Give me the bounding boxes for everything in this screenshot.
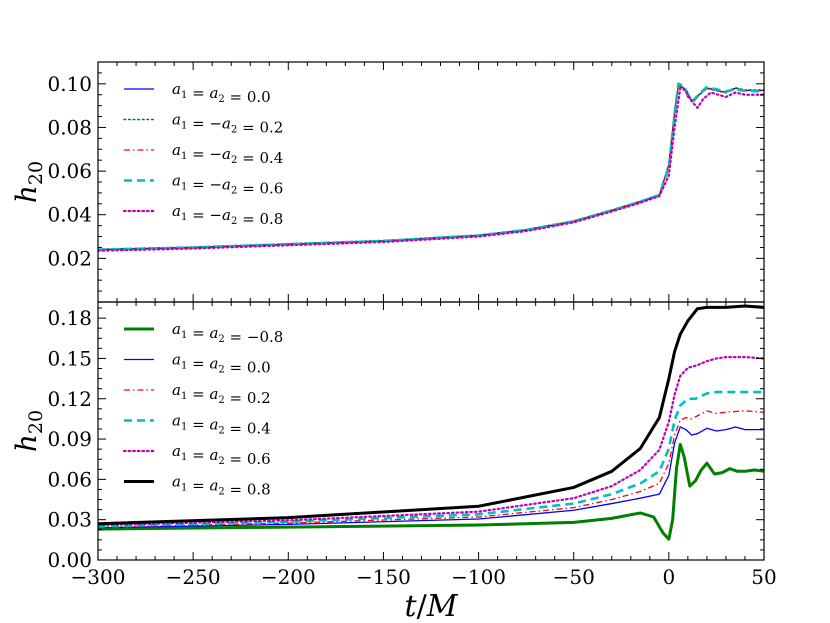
x-tick-label: −50 — [553, 565, 595, 589]
series-line-bottom-0 — [98, 442, 764, 541]
x-tick-label: −200 — [261, 565, 316, 589]
y-tick-label: 0.10 — [47, 72, 92, 96]
series-line-bottom-5 — [98, 304, 764, 526]
y-tick-label: 0.08 — [47, 115, 92, 139]
legend-label: a1 = −a2 = 0.6 — [172, 172, 283, 198]
legend-label: a1 = a2 = 0.8 — [172, 473, 271, 499]
x-tick-label: 0 — [662, 565, 675, 589]
y-tick-label: 0.04 — [47, 203, 92, 227]
y-tick-label: 0.03 — [47, 508, 92, 532]
y-tick-label: 0.02 — [47, 246, 92, 270]
y-tick-label: 0.06 — [47, 467, 92, 491]
legend-label: a1 = a2 = 0.0 — [172, 351, 271, 377]
series-line-bottom-3 — [98, 390, 764, 528]
series-line-top-2 — [98, 85, 764, 251]
x-axis-title-text: t/M — [405, 589, 459, 623]
y-axis-title: h20 — [10, 410, 47, 452]
series-line-bottom-1 — [98, 426, 764, 529]
series-line-bottom-2 — [98, 410, 764, 528]
y-tick-label: 0.15 — [47, 346, 92, 370]
legend-label: a1 = a2 = 0.0 — [172, 80, 271, 106]
x-tick-label: −250 — [166, 565, 221, 589]
x-tick-label: −150 — [356, 565, 411, 589]
plot-frame — [97, 301, 765, 561]
legend-label: a1 = −a2 = 0.2 — [172, 111, 283, 137]
legend: a1 = a2 = −0.8 a1 = a2 = 0.0 a1 = a2 = 0.2… — [122, 320, 283, 499]
series-line-top-4 — [98, 87, 764, 252]
y-axis-title: h20 — [10, 161, 47, 203]
legend-label: a1 = a2 = −0.8 — [172, 320, 283, 346]
y-tick-label: 0.12 — [47, 387, 92, 411]
x-tick-label: 50 — [751, 565, 776, 589]
x-tick-label: −300 — [71, 565, 126, 589]
y-tick-label: 0.06 — [47, 159, 92, 183]
x-tick-label: −100 — [451, 565, 506, 589]
series-line-top-1 — [98, 84, 764, 250]
legend-label: a1 = a2 = 0.6 — [172, 442, 271, 468]
bottom-panel: 0.00 0.03 0.06 0.09 0.12 0.15 0.18 −300 −250 −200… — [10, 301, 777, 589]
x-axis-title: t/M — [405, 589, 459, 623]
series-line-bottom-4 — [98, 355, 764, 527]
series-line-top-0 — [98, 85, 764, 251]
series-line-top-3 — [98, 82, 764, 251]
y-tick-label: 0.18 — [47, 306, 92, 330]
legend: a1 = a2 = 0.0 a1 = −a2 = 0.2 a1 = −a2 = 0.… — [122, 80, 283, 228]
legend-label: a1 = a2 = 0.4 — [172, 412, 271, 438]
legend-label: a1 = −a2 = 0.8 — [172, 202, 283, 228]
y-tick-label: 0.00 — [47, 548, 92, 572]
legend-label: a1 = −a2 = 0.4 — [172, 141, 283, 167]
y-tick-label: 0.09 — [47, 427, 92, 451]
legend-label: a1 = a2 = 0.2 — [172, 381, 271, 407]
